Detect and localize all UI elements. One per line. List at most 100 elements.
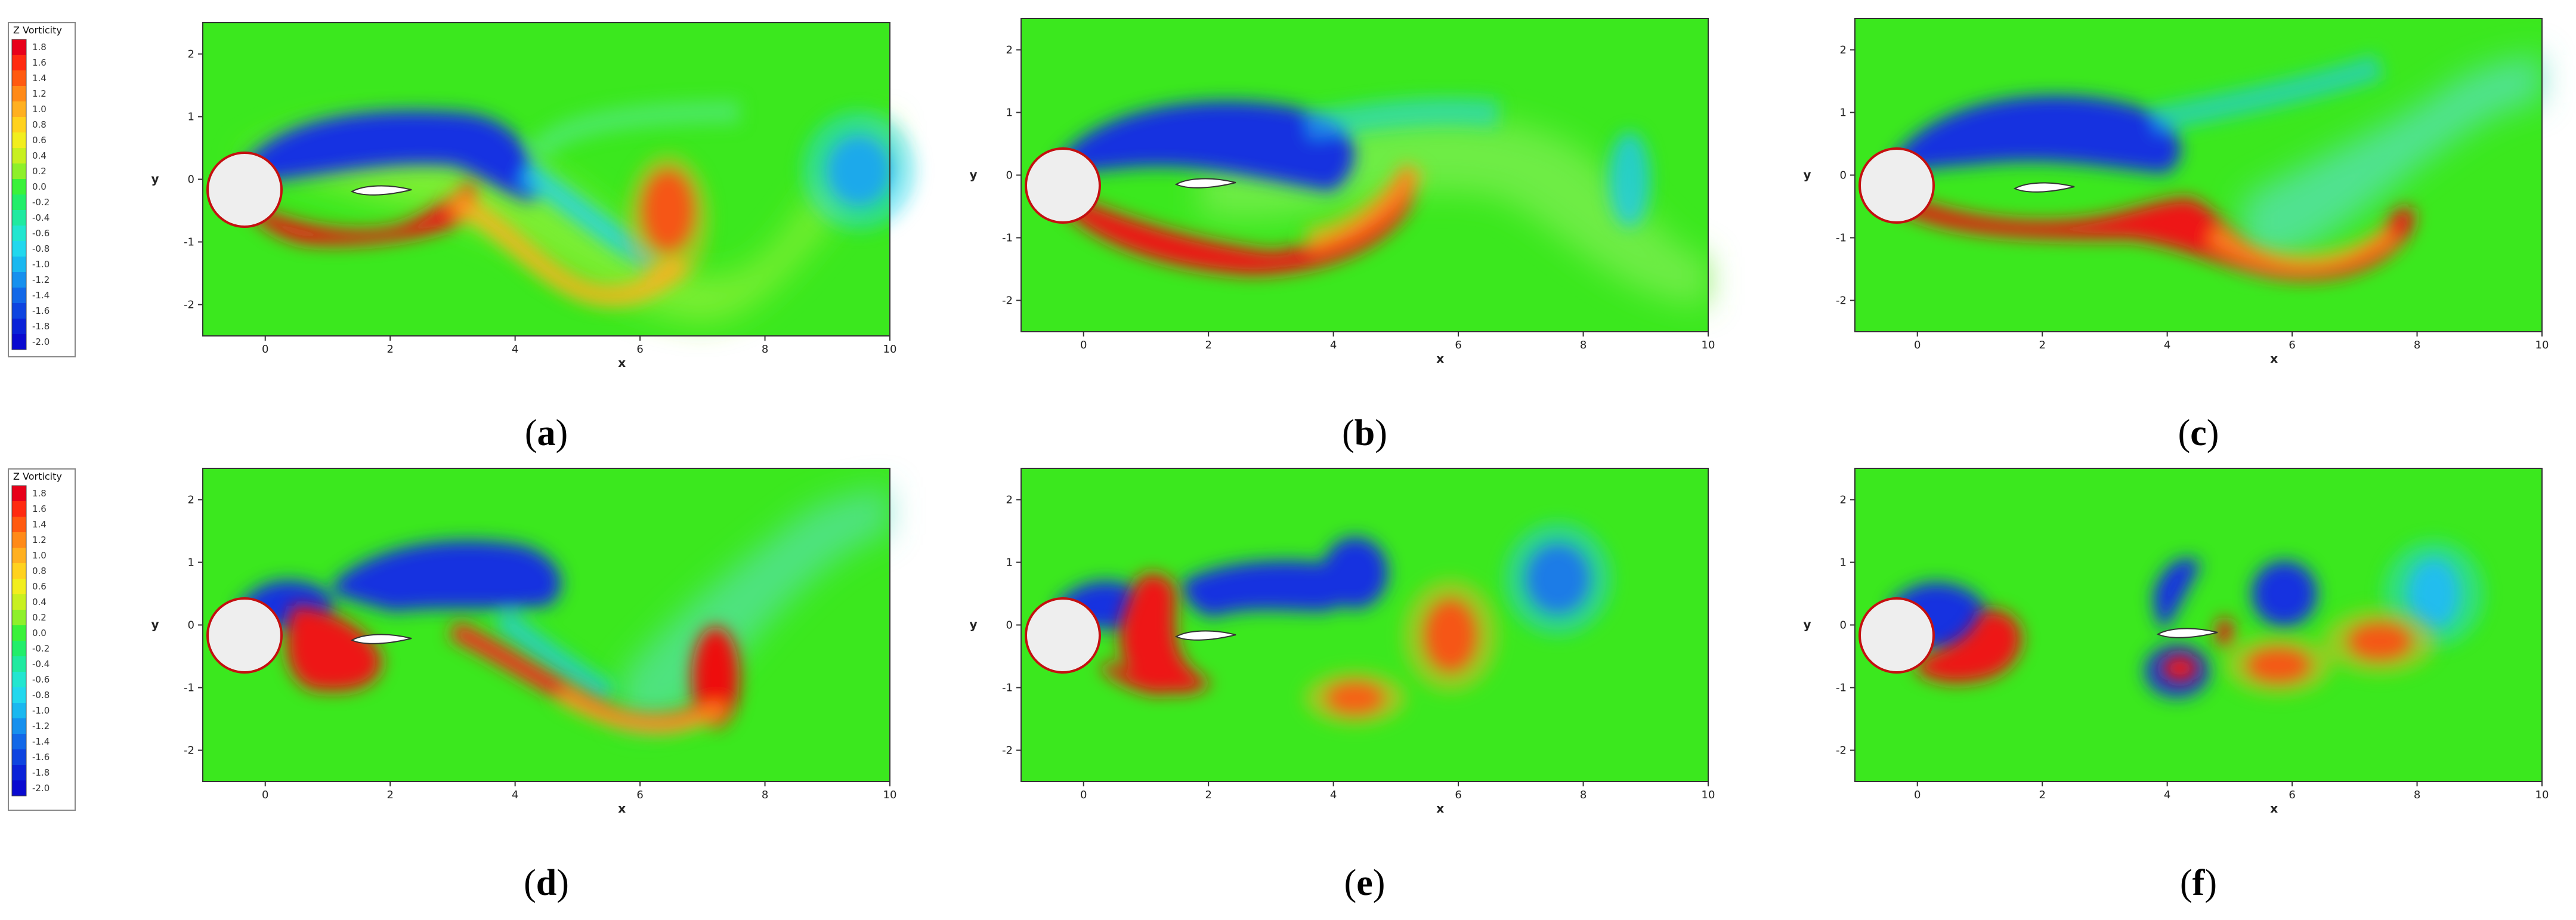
cylinder [1858, 147, 1935, 224]
legend-level-label: -0.2 [32, 643, 50, 654]
negative-vortex-upper [1891, 54, 2384, 174]
x-tick-label: 2 [2039, 789, 2045, 801]
svg-text:(d): (d) [524, 863, 569, 903]
x-axis-label: x [1436, 801, 1444, 816]
negative-vortex-upper [1057, 98, 1650, 227]
x-tick-label: 6 [1455, 339, 1461, 351]
legend-level-label: -1.0 [32, 705, 50, 716]
legend-title: Z Vorticity [13, 471, 62, 482]
legend-swatch [12, 548, 26, 563]
legend-swatch [12, 241, 26, 257]
legend-level-label: 0.6 [32, 581, 47, 592]
legend-swatch [12, 210, 26, 226]
cylinder [206, 597, 283, 674]
x-tick-label: 8 [762, 343, 768, 356]
legend-level-label: 1.8 [32, 488, 47, 499]
cylinder [1025, 597, 1101, 674]
legend-swatch [12, 163, 26, 179]
svg-text:(b): (b) [1342, 413, 1387, 453]
legend-swatch [12, 272, 26, 288]
x-tick-label: 4 [2164, 339, 2170, 351]
legend-swatches: 1.8 1.6 1.4 1.2 1.0 0.8 0.6 0.4 0.2 0.0 -0.2 -0.4 -0… [11, 485, 50, 796]
legend-level-label: -0.2 [32, 197, 50, 208]
x-axis-label: x [618, 801, 626, 816]
positive-vortex-lower [286, 606, 740, 733]
legend-swatch [12, 195, 26, 210]
legend-level-label: 0.0 [32, 181, 47, 192]
wake-halo [620, 486, 890, 725]
y-axis-label: y [969, 168, 977, 182]
legend-swatch [12, 594, 26, 610]
x-tick-label: 4 [2164, 789, 2170, 801]
legend-swatch [12, 303, 26, 319]
y-tick-label: 1 [1006, 557, 1013, 569]
legend-swatch [12, 319, 26, 334]
legend-swatch [12, 517, 26, 532]
caption-f-letter: f [2192, 863, 2206, 903]
y-tick-label: 2 [1006, 44, 1013, 57]
legend-swatch [12, 641, 26, 656]
y-tick-label: 2 [188, 48, 194, 61]
y-tick-label: 1 [188, 557, 194, 569]
y-tick-label: 0 [1840, 619, 1847, 632]
y-tick-label: -1 [1836, 682, 1847, 694]
positive-vortices [1101, 573, 1498, 725]
legend-swatch [12, 288, 26, 303]
panel-f-field [1855, 468, 2542, 782]
legend-level-label: 1.0 [32, 104, 47, 115]
legend-swatch [12, 579, 26, 594]
y-tick-label: 2 [1840, 44, 1847, 57]
x-axis-label: x [2270, 801, 2278, 816]
x-tick-label: 10 [883, 343, 897, 356]
colorbar-legend-top: Z Vorticity 1.8 1.6 1.4 1.2 1.0 0.8 0.6 0.4 0.2 0… [8, 22, 76, 357]
legend-level-label: -1.0 [32, 259, 50, 270]
x-tick-label: 4 [512, 343, 518, 356]
x-tick-label: 10 [2535, 339, 2549, 351]
airfoil [350, 634, 412, 644]
x-tick-label: 2 [386, 789, 393, 801]
legend-swatch [12, 672, 26, 687]
legend-swatch [12, 718, 26, 734]
y-axis-label: y [151, 618, 159, 632]
x-tick-label: 2 [1205, 339, 1211, 351]
x-tick-label: 0 [1914, 339, 1921, 351]
cylinder [206, 152, 283, 228]
caption-b: (b) [1342, 413, 1387, 453]
cylinder [1858, 597, 1935, 674]
legend-level-label: 0.4 [32, 597, 47, 607]
legend-swatches: 1.8 1.6 1.4 1.2 1.0 0.8 0.6 0.4 0.2 0.0 -0.2 -0.4 -0… [11, 39, 50, 350]
legend-swatch [12, 55, 26, 70]
x-tick-label: 10 [2535, 789, 2549, 801]
x-tick-label: 6 [2289, 789, 2295, 801]
legend-swatch [12, 749, 26, 765]
x-tick-label: 4 [1330, 339, 1337, 351]
legend-swatch [12, 179, 26, 195]
legend-level-label: 1.2 [32, 535, 47, 545]
y-tick-label: -1 [184, 682, 194, 694]
x-tick-label: 0 [262, 789, 268, 801]
y-tick-label: -1 [1002, 232, 1013, 245]
y-tick-label: 0 [1840, 169, 1847, 182]
x-axis-label: x [1436, 351, 1444, 366]
y-tick-label: -1 [1836, 232, 1847, 245]
caption-d: (d) [524, 863, 569, 903]
legend-level-label: 1.0 [32, 550, 47, 561]
svg-text:(e): (e) [1344, 863, 1386, 903]
legend-swatch [12, 703, 26, 718]
y-tick-label: 2 [1006, 494, 1013, 507]
positive-vortex-lower [1063, 161, 1425, 275]
x-tick-label: 4 [1330, 789, 1337, 801]
x-tick-label: 2 [386, 343, 393, 356]
wake-halo [239, 118, 890, 322]
y-tick-label: 2 [188, 494, 194, 507]
legend-swatch [12, 101, 26, 117]
field-background [1855, 18, 2542, 332]
y-tick-label: 0 [188, 619, 194, 632]
